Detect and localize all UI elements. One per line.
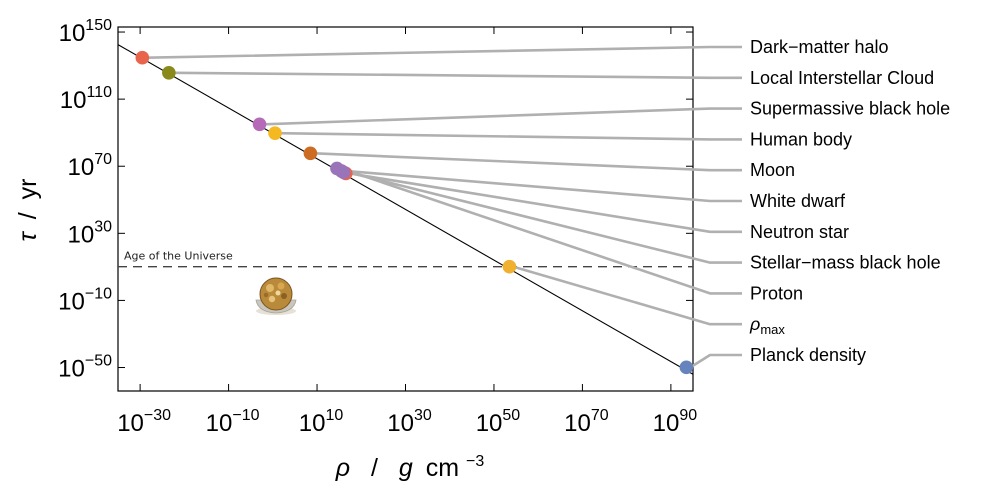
- connector-line: [172, 71, 742, 80]
- x-tick-label: 1090: [653, 407, 698, 437]
- reference-line-group: Age of the Universe: [118, 250, 693, 268]
- point-label: Planck density: [750, 345, 866, 365]
- point-label: Neutron star: [750, 222, 849, 242]
- connector-line: [279, 131, 742, 141]
- point-label: ρmax: [749, 314, 785, 337]
- y-tick-label: 10110: [60, 84, 112, 114]
- x-tick-label: 10−30: [117, 407, 171, 437]
- data-point: [502, 259, 517, 274]
- point-label: Moon: [750, 160, 795, 180]
- data-point: [330, 161, 344, 176]
- connector-line: [345, 169, 742, 203]
- x-tick-label: 10−10: [206, 407, 260, 437]
- x-tick-label: 1010: [299, 407, 344, 437]
- trend-line-group: [117, 44, 694, 375]
- point-label: Supermassive black hole: [750, 99, 950, 119]
- connector-line: [146, 45, 742, 59]
- data-point: [162, 65, 176, 80]
- y-tick-label: 10−10: [58, 285, 112, 315]
- y-tick-label: 1070: [68, 151, 113, 181]
- y-tick-label: 1030: [68, 218, 113, 248]
- connector-line: [689, 353, 742, 369]
- data-point: [252, 117, 267, 132]
- point-label: Local Interstellar Cloud: [750, 68, 934, 88]
- y-tick-label: 10−50: [58, 353, 112, 383]
- x-tick-label: 1050: [476, 407, 521, 437]
- point-label: White dwarf: [750, 191, 846, 211]
- y-axis-title: τ / yr: [14, 178, 42, 241]
- data-point: [679, 360, 694, 375]
- data-point: [135, 50, 150, 65]
- x-tick-label: 1030: [387, 407, 432, 437]
- y-tick-label: 10150: [59, 17, 113, 47]
- point-label: Dark−matter halo: [750, 37, 889, 57]
- connector-line: [314, 152, 742, 172]
- chocolate-praline-image: [255, 277, 297, 315]
- data-point: [268, 126, 282, 140]
- point-labels: Dark−matter halo Local Interstellar Cloud…: [749, 37, 950, 365]
- point-label: Stellar−mass black hole: [750, 253, 941, 273]
- connector-line: [347, 171, 742, 264]
- ticks: 10−30 10−10 1010 1030 1050 1070 1090 10150 10110…: [58, 17, 697, 437]
- point-label: Human body: [750, 129, 852, 149]
- trend-line: [117, 44, 694, 375]
- connector-line: [340, 167, 742, 295]
- x-axis-title: ρ / g cm −3: [335, 453, 485, 482]
- x-tick-label: 1070: [564, 407, 609, 437]
- data-point: [303, 146, 318, 161]
- connector-line: [349, 172, 742, 234]
- data-points: [135, 50, 694, 375]
- connector-line: [263, 107, 742, 126]
- point-label: Proton: [750, 283, 803, 303]
- connector-line: [513, 265, 742, 326]
- age-of-universe-label: Age of the Universe: [124, 250, 233, 263]
- connector-lines: [146, 45, 742, 369]
